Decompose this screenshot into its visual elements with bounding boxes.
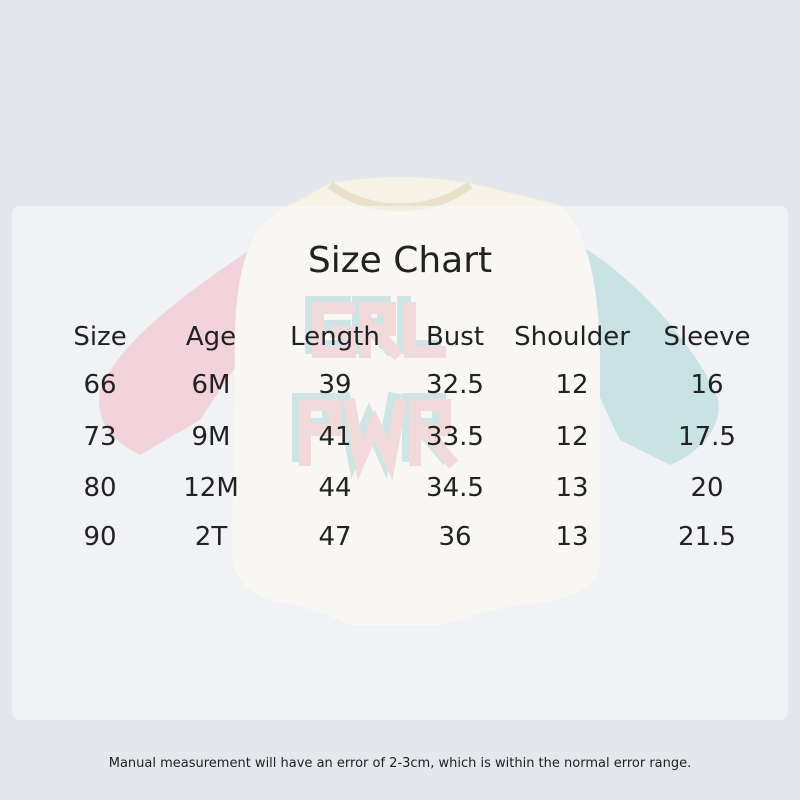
column-header: Sleeve bbox=[663, 322, 751, 352]
column-header: Shoulder bbox=[514, 322, 630, 352]
table-cell: 39 bbox=[318, 370, 352, 400]
table-cell: 12 bbox=[555, 370, 589, 400]
column-header: Length bbox=[290, 322, 380, 352]
column-header: Age bbox=[185, 322, 237, 352]
size-chart-panel: Size Chart bbox=[12, 206, 788, 720]
table-cell: 12 bbox=[555, 422, 589, 452]
table-cell: 9M bbox=[191, 422, 231, 452]
table-cell: 44 bbox=[318, 473, 352, 503]
table-cell: 17.5 bbox=[678, 422, 736, 452]
column-header: Bust bbox=[425, 322, 485, 352]
table-cell: 80 bbox=[83, 473, 117, 503]
table-cell: 13 bbox=[555, 522, 589, 552]
table-cell: 32.5 bbox=[426, 370, 484, 400]
table-cell: 20 bbox=[690, 473, 724, 503]
table-cell: 41 bbox=[318, 422, 352, 452]
size-chart-title: Size Chart bbox=[307, 240, 493, 281]
table-cell: 34.5 bbox=[426, 473, 484, 503]
table-cell: 2T bbox=[194, 522, 228, 552]
table-cell: 21.5 bbox=[678, 522, 736, 552]
table-cell: 47 bbox=[318, 522, 352, 552]
table-cell: 36 bbox=[438, 522, 472, 552]
table-cell: 73 bbox=[83, 422, 117, 452]
table-cell: 33.5 bbox=[426, 422, 484, 452]
measurement-note: Manual measurement will have an error of… bbox=[108, 756, 692, 771]
table-cell: 6M bbox=[191, 370, 231, 400]
table-cell: 13 bbox=[555, 473, 589, 503]
table-cell: 12M bbox=[183, 473, 239, 503]
column-header: Size bbox=[73, 322, 127, 352]
table-cell: 90 bbox=[83, 522, 117, 552]
table-cell: 16 bbox=[690, 370, 724, 400]
table-cell: 66 bbox=[83, 370, 117, 400]
